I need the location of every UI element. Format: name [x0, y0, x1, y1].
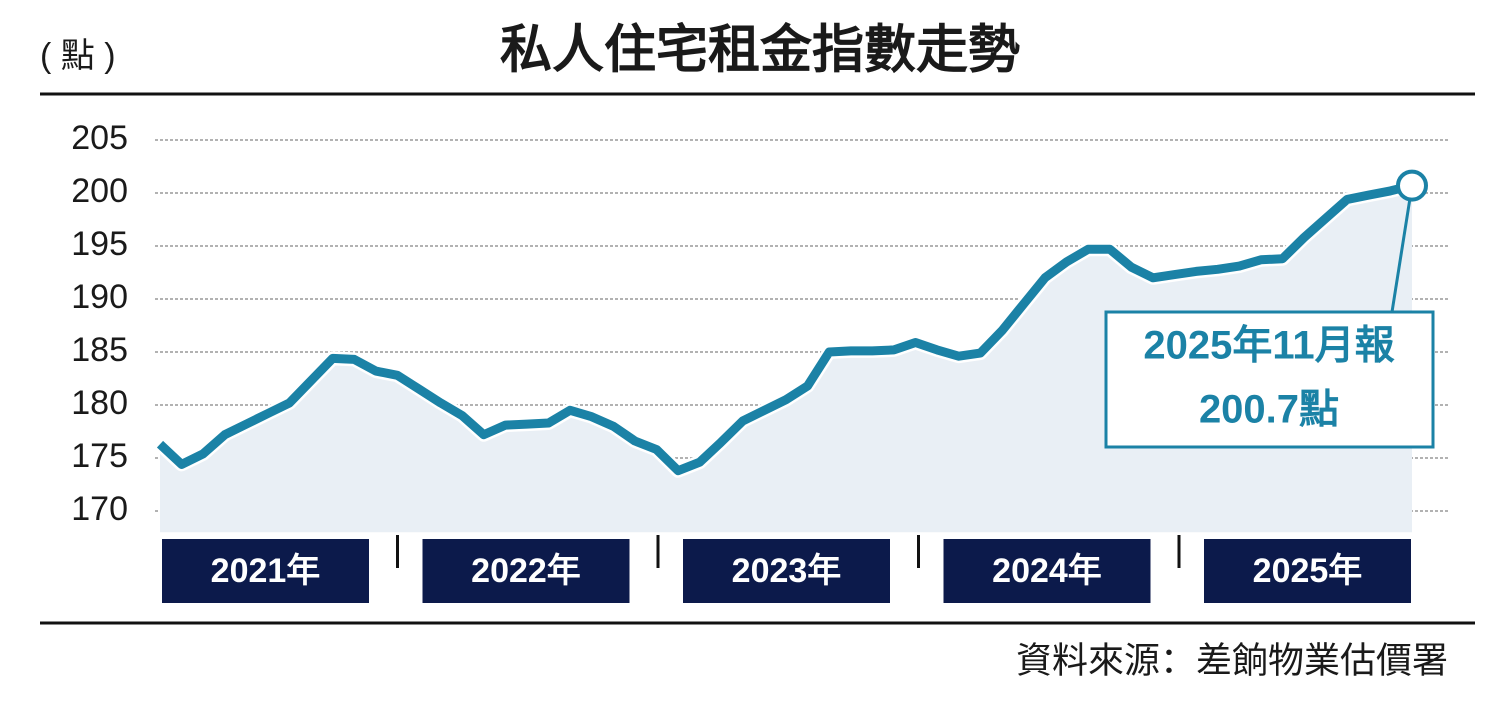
source: 資料來源：差餉物業估價署 — [1016, 640, 1448, 681]
annotation-box — [1104, 310, 1435, 449]
year-band — [422, 539, 630, 603]
year-band — [1204, 539, 1411, 603]
y-tick-label: 175 — [71, 437, 128, 475]
leader — [1390, 185, 1414, 313]
line — [156, 181, 1414, 476]
year-band — [943, 539, 1151, 603]
y-tick-label: 170 — [71, 490, 128, 528]
y-tick-label: 200 — [71, 172, 128, 210]
year-label: 2023年 — [732, 552, 842, 590]
y-tick-label: 180 — [71, 384, 128, 422]
y-axis-label: ( 點 ) — [40, 37, 116, 75]
y-tick-label: 195 — [71, 225, 128, 263]
year-band — [683, 539, 890, 603]
y-tick-label: 185 — [71, 331, 128, 369]
area — [160, 185, 1412, 533]
year-label: 2021年 — [211, 552, 321, 590]
chart-title: 私人住宅租金指數走勢 — [500, 22, 1020, 80]
y-tick-label: 190 — [71, 278, 128, 316]
year-band — [162, 539, 369, 603]
annotation-text: 200.7點 — [1199, 388, 1339, 432]
y-tick-label: 205 — [71, 119, 128, 157]
annotation-text: 2025年11月報 — [1143, 324, 1394, 368]
year-label: 2022年 — [471, 552, 581, 590]
year-label: 2024年 — [992, 552, 1102, 590]
end-marker — [1396, 169, 1428, 202]
year-label: 2025年 — [1253, 552, 1363, 590]
